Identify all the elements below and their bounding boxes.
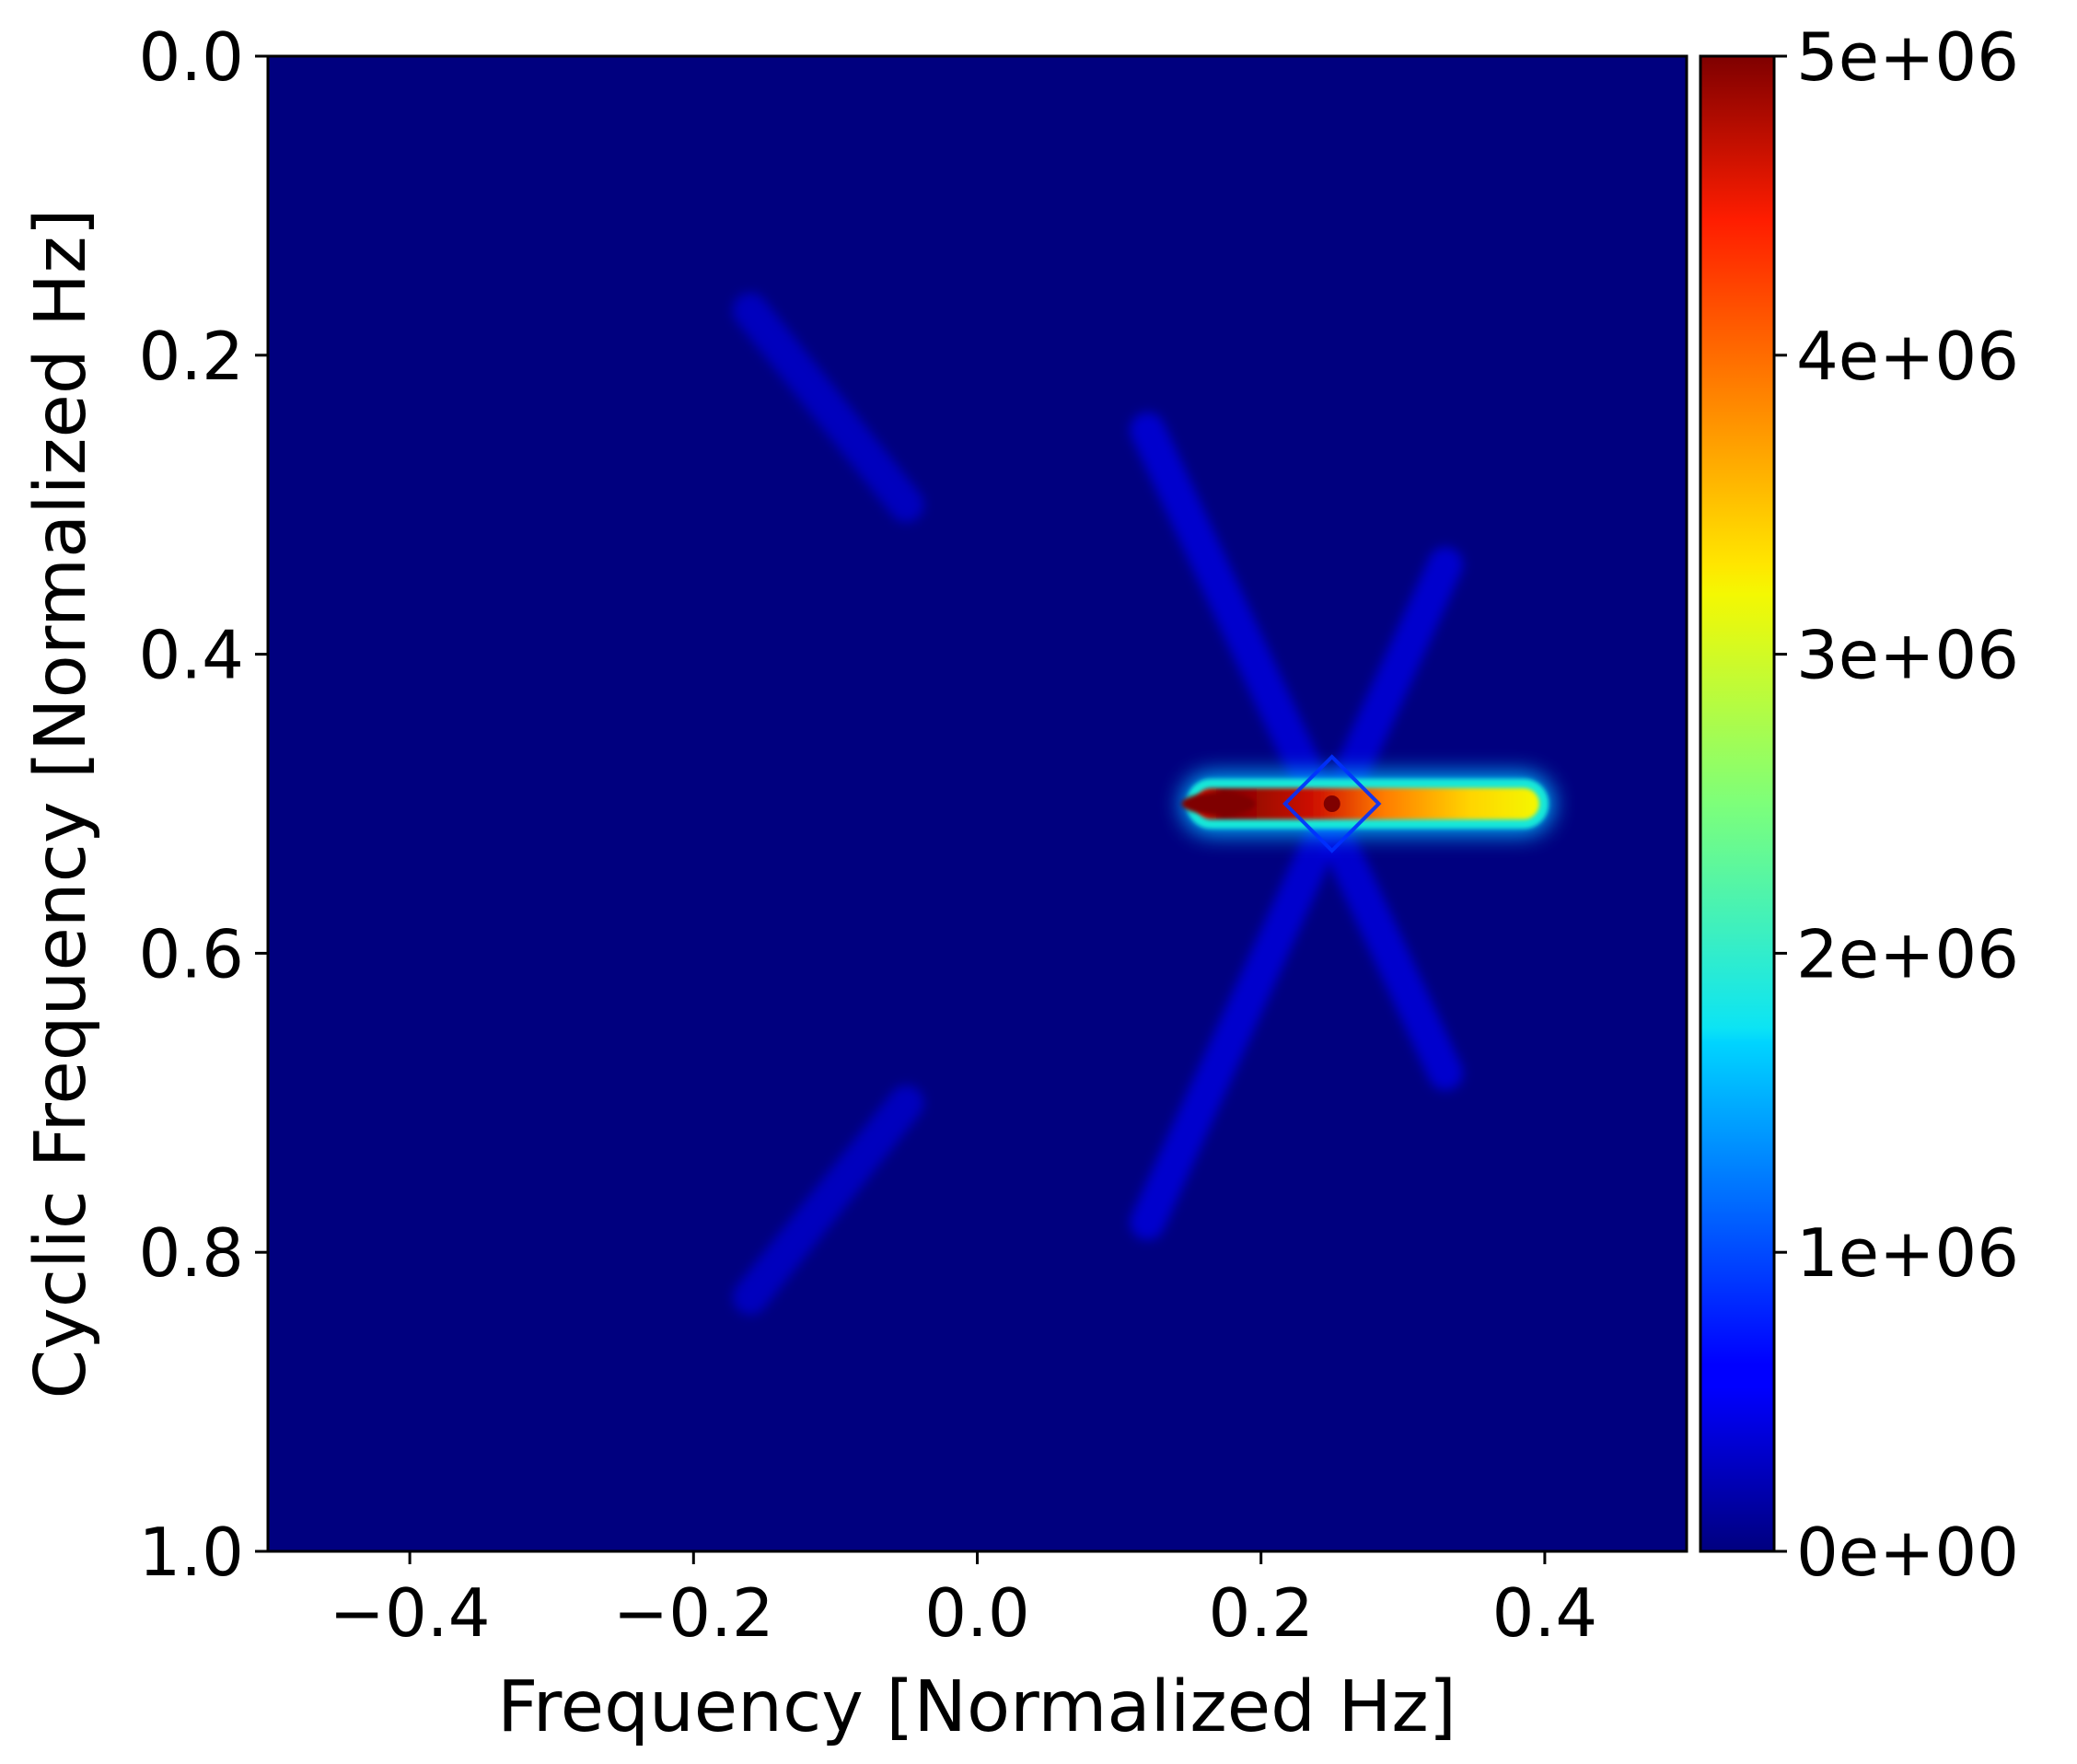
diagonal-streak <box>732 1085 924 1315</box>
colorbar-gradient <box>1700 56 1774 1551</box>
colorbar-tick-label: 5e+06 <box>1796 18 2019 96</box>
x-tick-label: −0.4 <box>330 1574 491 1652</box>
band-peak <box>1181 793 1256 815</box>
colorbar-frame <box>1699 54 1776 1553</box>
colorbar: 0e+00 1e+06 2e+06 3e+06 4e+06 5e+06 <box>1699 18 2019 1591</box>
heatmap-features <box>732 293 1554 1315</box>
peak-point <box>1323 795 1340 812</box>
diagonal-streak <box>1130 547 1464 1240</box>
diagonal-streak <box>1130 412 1464 1091</box>
x-tick-label: 0.0 <box>924 1574 1030 1652</box>
colorbar-tick-label: 0e+00 <box>1796 1514 2019 1591</box>
x-tick-label: 0.4 <box>1492 1574 1598 1652</box>
colorbar-tick-label: 2e+06 <box>1796 915 2019 992</box>
diagonal-streak <box>732 293 924 523</box>
colorbar-ticks: 0e+00 1e+06 2e+06 3e+06 4e+06 5e+06 <box>1774 18 2019 1591</box>
y-tick-label: 0.4 <box>138 617 244 694</box>
y-tick-label: 0.0 <box>138 18 244 96</box>
colorbar-tick-label: 1e+06 <box>1796 1214 2019 1292</box>
colorbar-tick-label: 4e+06 <box>1796 318 2019 395</box>
x-axis-label: Frequency [Normalized Hz] <box>497 1666 1456 1748</box>
colorbar-tick-label: 3e+06 <box>1796 617 2019 694</box>
interference-diamond <box>1282 754 1382 853</box>
band-core <box>1195 788 1539 819</box>
x-axis: −0.4 −0.2 0.0 0.2 0.4 <box>330 1551 1597 1652</box>
plot-area <box>266 54 1688 1553</box>
y-axis-label: Cyclic Frequency [Normalized Hz] <box>20 208 102 1398</box>
y-tick-label: 0.6 <box>138 915 244 992</box>
x-tick-label: −0.2 <box>613 1574 774 1652</box>
y-tick-label: 0.2 <box>138 318 244 395</box>
y-axis: 0.0 0.2 0.4 0.6 0.8 1.0 <box>138 18 268 1591</box>
y-tick-label: 0.8 <box>138 1214 244 1292</box>
x-tick-label: 0.2 <box>1208 1574 1314 1652</box>
y-tick-label: 1.0 <box>138 1514 244 1591</box>
